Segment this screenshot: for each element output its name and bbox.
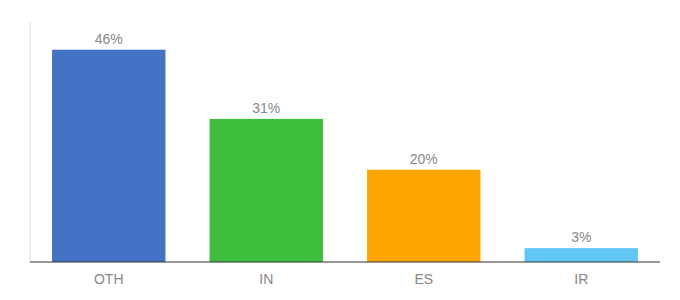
x-tick-label: IN <box>259 271 273 287</box>
x-tick-labels: OTH IN ES IR <box>94 271 588 287</box>
data-label: 31% <box>252 100 280 116</box>
x-tick-label: IR <box>574 271 588 287</box>
x-axis-line <box>30 261 660 262</box>
bars <box>52 50 638 262</box>
data-label: 20% <box>410 151 438 167</box>
data-labels: 46% 31% 20% 3% <box>95 31 592 245</box>
data-label: 46% <box>95 31 123 47</box>
y-axis-line <box>30 22 31 262</box>
bar <box>367 170 480 262</box>
chart: 46% 31% 20% 3% OTH IN ES IR <box>0 0 680 300</box>
bar <box>525 248 638 262</box>
x-tick-label: OTH <box>94 271 124 287</box>
x-tick-label: ES <box>414 271 433 287</box>
chart-container: 46% 31% 20% 3% OTH IN ES IR <box>0 0 680 300</box>
bar <box>210 119 323 262</box>
data-label: 3% <box>571 229 591 245</box>
bar <box>52 50 165 262</box>
